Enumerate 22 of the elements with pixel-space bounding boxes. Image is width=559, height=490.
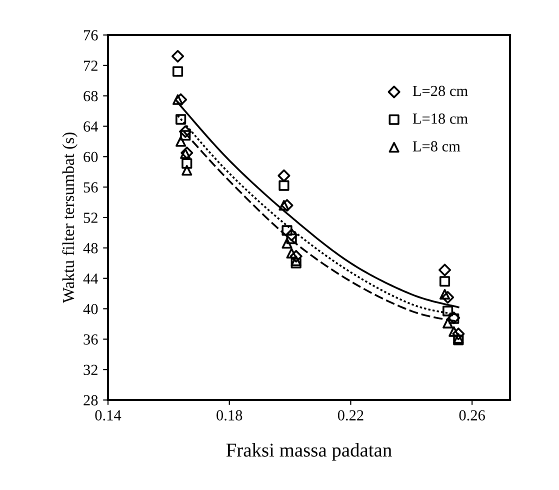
y-tick-label: 60: [84, 152, 98, 162]
x-tick-label: 0.26: [459, 410, 485, 421]
legend-label: L=18 cm: [412, 113, 468, 124]
x-tick-label: 0.22: [338, 410, 364, 421]
x-tick-label: 0.14: [95, 410, 122, 421]
x-tick-label: 0.18: [216, 410, 242, 421]
y-tick-label: 28: [84, 395, 98, 406]
y-axis-title: Waktu filter tersumbat (s): [62, 132, 78, 304]
x-axis-title: Fraksi massa padatan: [226, 443, 392, 461]
y-tick-label: 56: [84, 182, 98, 193]
y-tick-label: 76: [84, 30, 98, 40]
legend-label: L=28 cm: [412, 86, 468, 96]
y-tick-label: 52: [84, 212, 98, 223]
y-tick-label: 72: [84, 60, 98, 71]
y-tick-label: 40: [83, 304, 98, 314]
legend-label: L=8 cm: [412, 141, 460, 152]
y-tick-label: 64: [84, 121, 98, 132]
y-tick-label: 44: [83, 274, 98, 284]
y-tick-label: 32: [84, 364, 98, 376]
y-tick-label: 68: [84, 90, 98, 102]
y-tick-label: 36: [84, 334, 98, 345]
y-tick-label: 48: [83, 243, 98, 254]
